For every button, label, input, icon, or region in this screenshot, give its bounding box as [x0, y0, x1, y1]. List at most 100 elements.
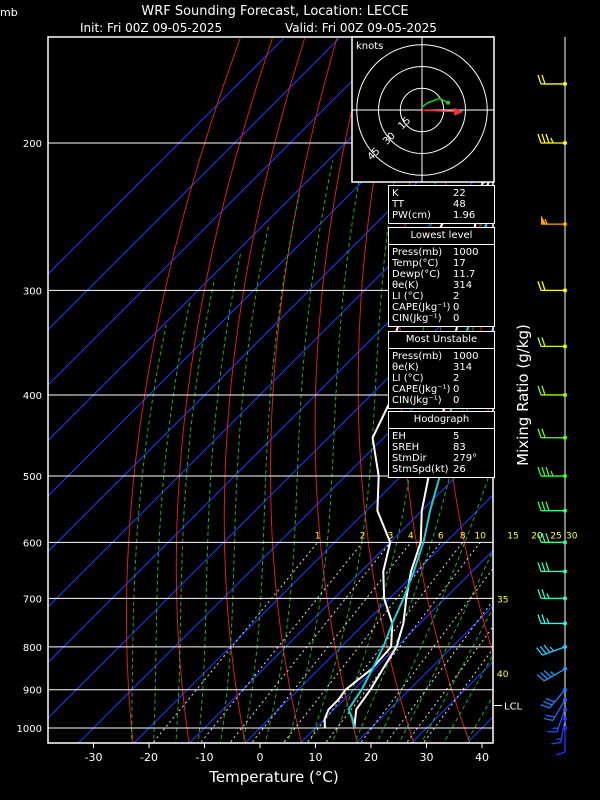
dry-adiabat-line: [590, 38, 600, 745]
moist-adiabat-line: [398, 549, 493, 743]
dry-adiabat-line: [126, 38, 241, 743]
stat-label: LI (°C): [392, 291, 424, 302]
wind-barb-feather: [545, 714, 556, 718]
mixing-ratio-line: [199, 542, 364, 743]
wind-barb-staff: [549, 689, 566, 709]
mixing-ratio-label: 4: [408, 531, 414, 541]
temp-tick-label: 10: [309, 751, 323, 764]
mixing-ratio-line: [405, 625, 493, 743]
wind-barb-dot: [563, 435, 567, 440]
unit-label: mb: [0, 6, 18, 19]
wind-barb-feather: [537, 501, 542, 511]
stat-value: 314: [453, 362, 473, 373]
wind-barb-dot: [563, 81, 567, 86]
wind-barb-feather: [541, 428, 546, 438]
wind-barb-feather: [541, 74, 546, 85]
wind-barb-feather: [539, 645, 547, 655]
wind-barb-feather: [536, 674, 545, 682]
moist-adiabat-line: [264, 160, 334, 743]
wind-barb-feather: [545, 533, 550, 543]
mixing-ratio-label: 25: [550, 531, 561, 541]
stat-value: 0: [453, 302, 460, 313]
stat-label: K: [392, 188, 399, 199]
wind-barb-flag: [541, 215, 546, 225]
lowest-level-panel: Lowest level Press(mb) 1000 Temp(°C) 17 Dewp…: [388, 227, 495, 327]
wind-barb-dot: [563, 222, 567, 227]
stat-label: CIN(Jkg⁻¹): [392, 313, 442, 324]
stat-value: 1000: [453, 247, 479, 258]
wind-barb-feather: [541, 385, 546, 396]
wind-barb-feather: [541, 562, 546, 572]
indices-panel: K 22 TT 48 PW(cm) 1.96: [388, 185, 495, 224]
mixing-ratio-line: [152, 542, 319, 743]
wind-barb-dot: [563, 392, 567, 397]
mixing-ratio-label: 2: [360, 531, 366, 541]
temp-tick-label: 40: [475, 751, 489, 764]
wind-barb-feather: [545, 562, 550, 572]
stat-row: TT 48: [389, 199, 494, 210]
mixing-ratio-label: 30: [566, 531, 578, 541]
wind-barb-dot: [563, 596, 567, 601]
wind-barb-feather: [537, 562, 542, 572]
wind-barb-dot: [563, 474, 567, 479]
temp-tick-label: 30: [420, 751, 434, 764]
wind-barb-feather: [545, 697, 555, 703]
wind-barb-half-feather: [546, 618, 550, 624]
stat-row: θe(K) 314: [389, 280, 494, 291]
storm-motion-line: [421, 109, 460, 113]
isotherm-line: [48, 38, 395, 386]
wind-barb-half-feather: [549, 671, 556, 676]
stat-row: Press(mb) 1000: [389, 247, 494, 258]
most-unstable-title: Most Unstable: [389, 332, 494, 349]
pressure-tick-label: 700: [23, 594, 42, 605]
side-mixing-label: 40: [497, 670, 509, 680]
wind-barb-feather: [537, 74, 542, 85]
stat-value: 83: [453, 442, 466, 453]
isotherm-line: [244, 494, 493, 743]
wind-barb-feather: [545, 501, 550, 511]
wind-barb-feather: [545, 466, 550, 477]
mixing-ratio-line: [229, 542, 391, 743]
wind-barb-dot: [563, 666, 567, 671]
stat-value: 279°: [453, 453, 478, 464]
mixing-ratio-line: [324, 542, 481, 743]
wind-barb-dot: [563, 141, 567, 145]
mixing-ratio-label: 8: [460, 531, 466, 541]
wind-barb-feather: [555, 751, 566, 756]
stat-value: 0: [453, 313, 460, 324]
mixing-ratio-line: [359, 567, 493, 743]
isotherm-line: [575, 38, 600, 745]
wind-barbs: [536, 74, 567, 756]
background-lines: [48, 38, 600, 745]
stat-value: 5: [453, 431, 460, 442]
mixing-ratio-label: 15: [507, 531, 518, 541]
lcl-label: LCL: [504, 702, 523, 713]
stat-row: SREH 83: [389, 442, 494, 453]
wind-barb-half-feather: [556, 737, 562, 741]
mixing-ratio-label: 6: [438, 531, 444, 541]
wind-barb-feather: [537, 385, 542, 396]
storm-motion-arrow: [454, 107, 464, 116]
wind-barb-feather: [537, 533, 542, 543]
moist-adiabat-line: [130, 324, 167, 743]
wind-barb-feather: [537, 133, 542, 144]
wind-barb-feather: [541, 466, 546, 477]
stat-label: Press(mb): [392, 351, 443, 362]
wind-barb-dot: [563, 644, 567, 649]
wind-barb-feather: [541, 533, 546, 543]
stat-row: Temp(°C) 17: [389, 258, 494, 269]
wind-barb-dot: [563, 288, 567, 293]
moist-adiabat-line: [219, 224, 270, 743]
temp-tick-label: 0: [257, 751, 264, 764]
mixing-ratio-label: 1: [315, 531, 321, 541]
wind-barb-dot: [563, 707, 567, 712]
wind-barb-feather: [540, 703, 550, 709]
mixing-ratio-label: 20: [531, 531, 543, 541]
wind-barb-feather: [537, 337, 542, 347]
moist-adiabat-line: [153, 302, 191, 743]
pressure-tick-label: 300: [23, 286, 42, 297]
pressure-tick-label: 800: [23, 643, 42, 654]
stat-row: θe(K) 314: [389, 362, 494, 373]
